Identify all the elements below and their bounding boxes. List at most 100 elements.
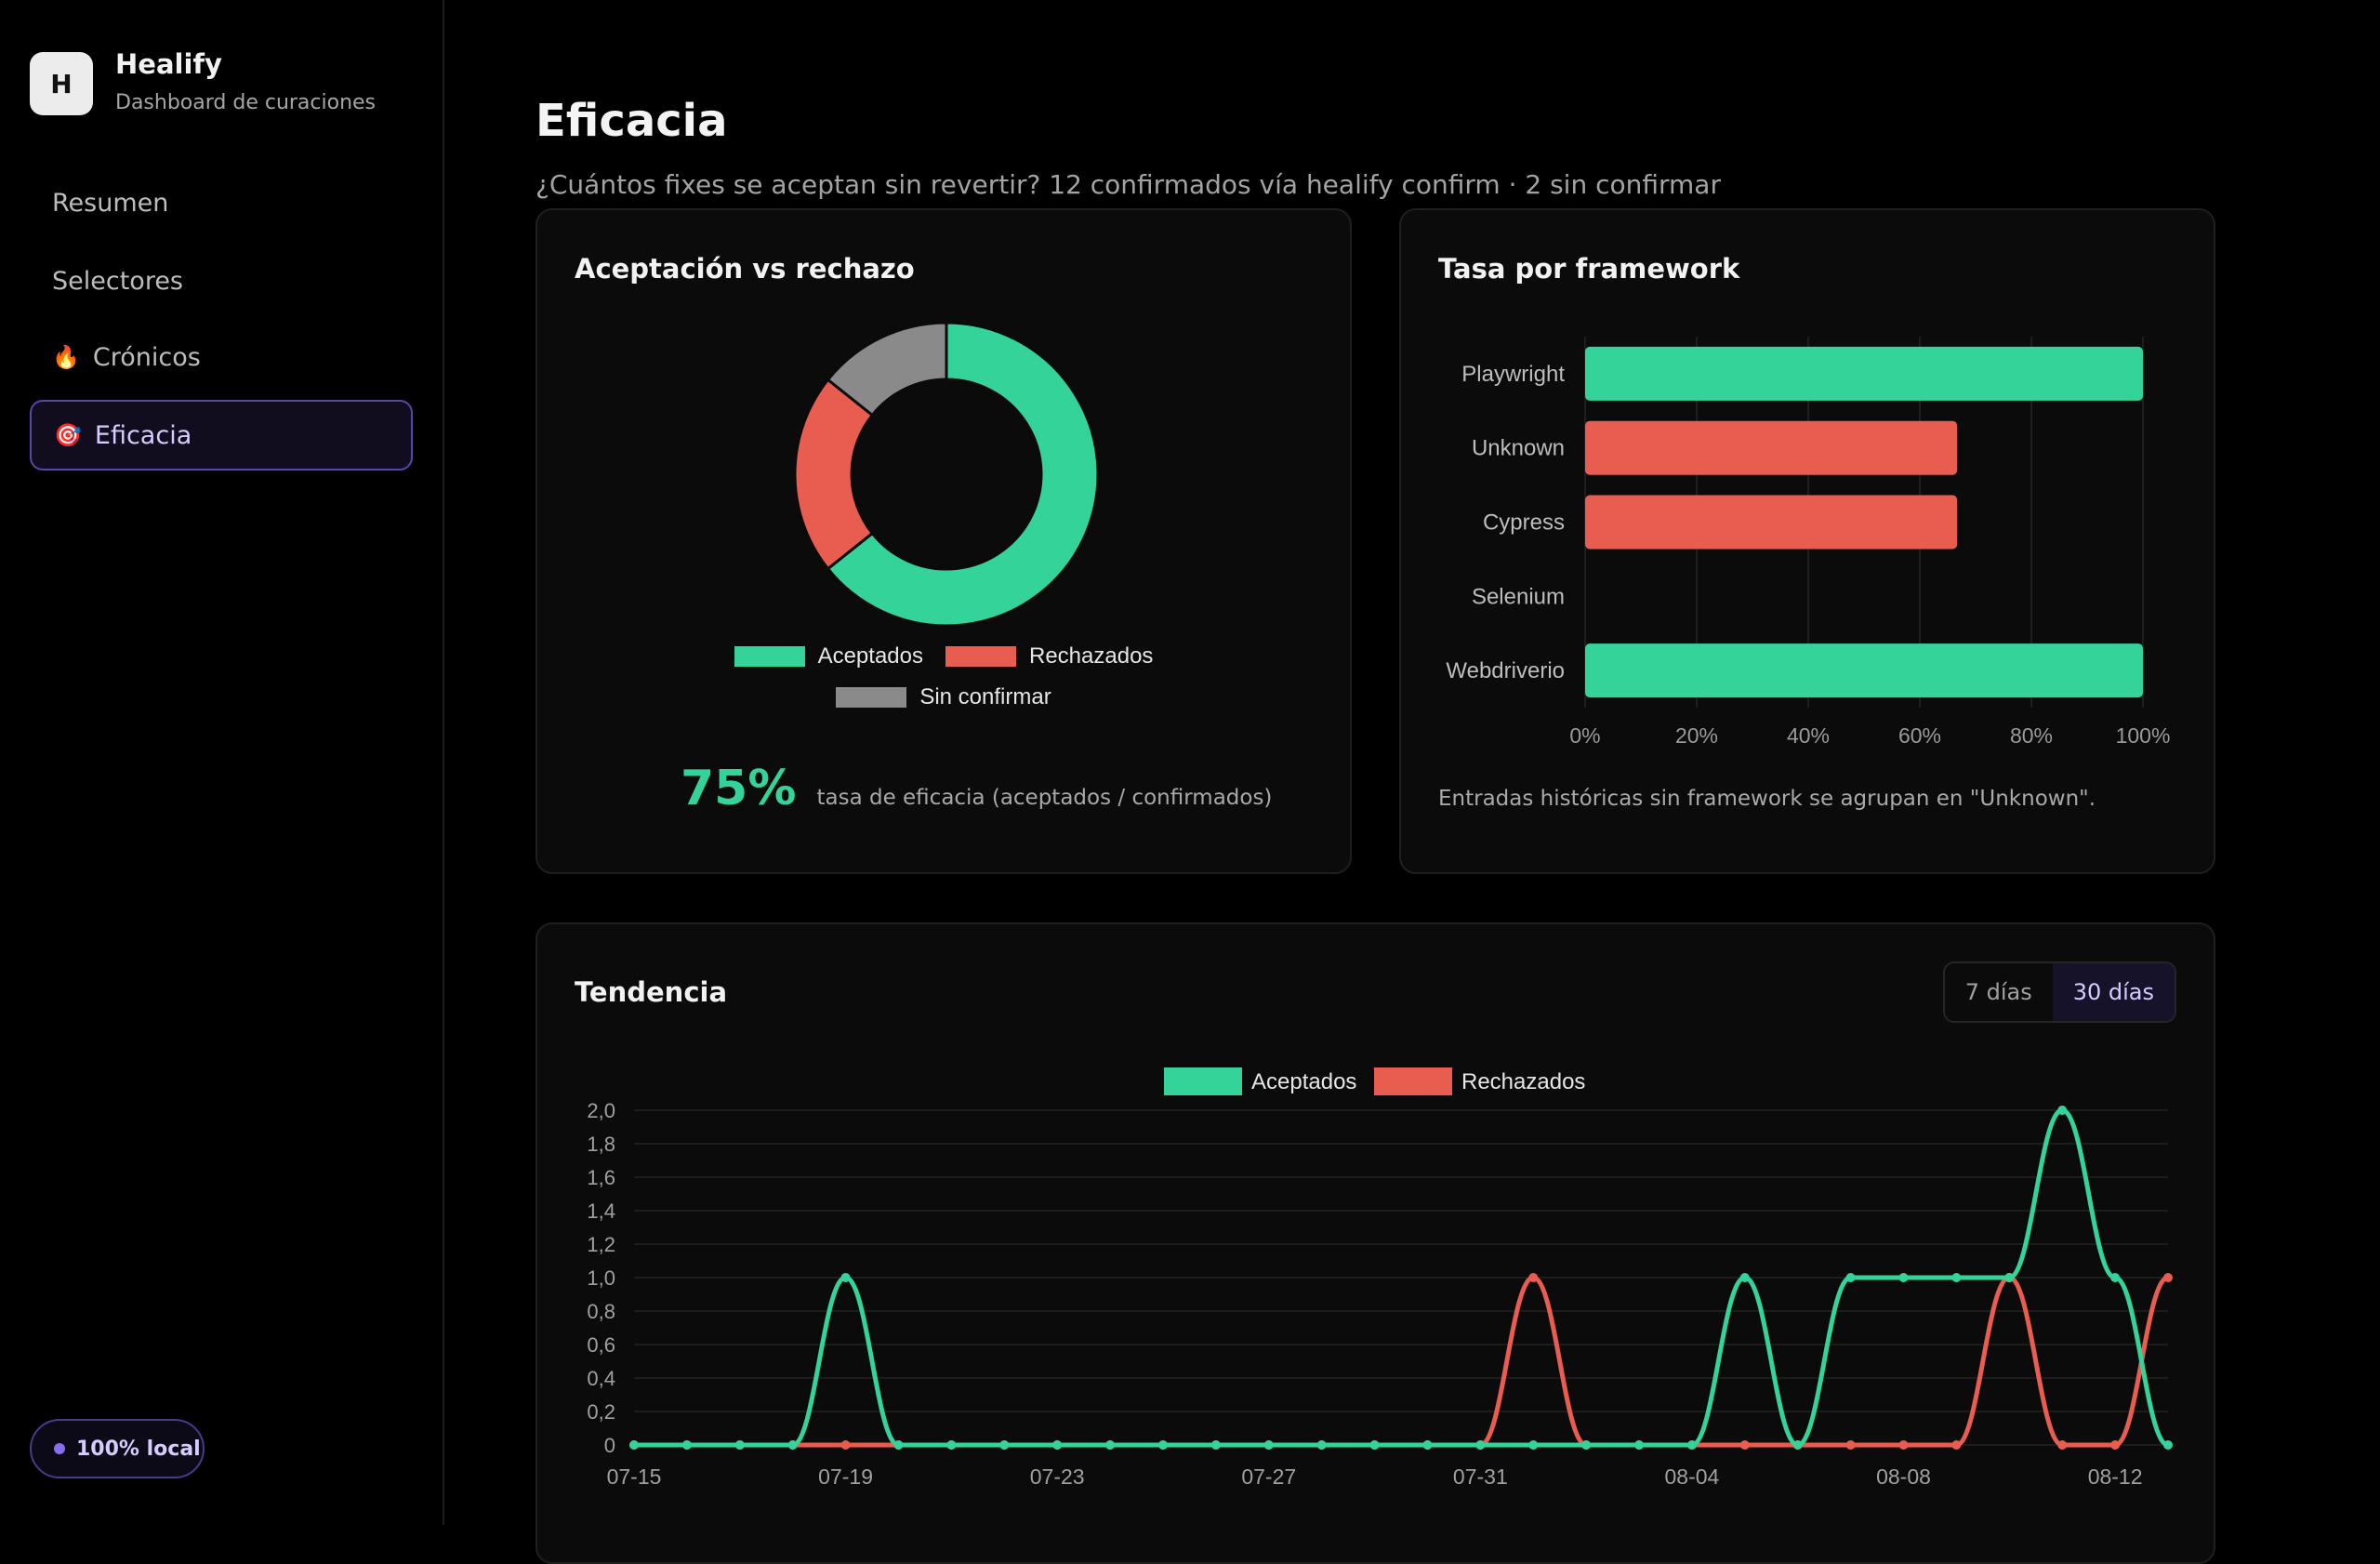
card-title: Tendencia [575, 976, 728, 1008]
page-subtitle: ¿Cuántos fixes se aceptan sin revertir? … [536, 169, 1721, 200]
data-point [734, 1440, 745, 1450]
acceptance-card: Aceptación vs rechazo Aceptados Rechazad… [536, 208, 1352, 874]
data-point [1951, 1273, 1962, 1282]
sidebar-item-label: Eficacia [94, 420, 192, 450]
data-point [2110, 1440, 2121, 1450]
y-tick-label: 0,8 [587, 1300, 615, 1323]
app-name: Healify [115, 48, 222, 80]
sidebar-item-label: Selectores [52, 266, 183, 296]
data-point [999, 1440, 1010, 1450]
x-tick-label: 08-08 [1876, 1465, 1931, 1489]
data-point [1105, 1440, 1116, 1450]
legend-swatch [1374, 1067, 1452, 1095]
sidebar-item-cronicos[interactable]: 🔥 Crónicos [30, 322, 413, 392]
donut-slice-aceptados [826, 321, 1100, 628]
sidebar-item-resumen[interactable]: Resumen [30, 167, 413, 238]
data-point [2004, 1273, 2015, 1282]
x-tick-label: 60% [1898, 723, 1941, 748]
data-point [1845, 1273, 1856, 1282]
framework-note: Entradas históricas sin framework se agr… [1438, 787, 2096, 811]
y-tick-label: 1,0 [587, 1266, 615, 1290]
data-point [1157, 1440, 1168, 1450]
sidebar-item-selectores[interactable]: Selectores [30, 245, 413, 316]
legend-label: Sin confirmar [919, 684, 1051, 709]
framework-card: Tasa por framework 0% 20% 40% 60% 80% 100% Pla… [1399, 208, 2215, 874]
data-point [1581, 1440, 1592, 1450]
x-tick-label: 07-15 [607, 1465, 662, 1489]
data-point [1792, 1440, 1803, 1450]
efficacy-rate-value: 75% [681, 761, 797, 816]
data-point [2163, 1440, 2173, 1450]
fire-icon: 🔥 [52, 344, 80, 370]
donut-slice-rechazados [793, 378, 875, 571]
data-point [1951, 1440, 1962, 1450]
data-point [1898, 1440, 1909, 1450]
y-category-label: Webdriverio [1446, 658, 1565, 683]
x-tick-label: 07-19 [818, 1465, 873, 1489]
data-point [629, 1440, 639, 1450]
data-point [1369, 1440, 1380, 1450]
local-mode-badge: 100% local [30, 1419, 205, 1478]
x-tick-label: 08-04 [1665, 1465, 1720, 1489]
x-tick-label: 08-12 [2088, 1465, 2143, 1489]
data-point [1528, 1273, 1539, 1282]
app-logo[interactable]: H [30, 52, 93, 115]
y-tick-label: 1,4 [587, 1200, 615, 1223]
donut-slice-sin-confirmar [826, 321, 948, 418]
card-title: Tasa por framework [1438, 253, 1740, 285]
target-icon: 🎯 [54, 422, 82, 448]
y-category-label: Selenium [1472, 584, 1565, 609]
x-tick-label: 80% [2010, 723, 2053, 748]
bar-playwright [1585, 346, 2143, 401]
legend-label: Rechazados [1029, 643, 1154, 669]
y-tick-label: 0 [604, 1434, 615, 1457]
y-category-label: Playwright [1461, 362, 1565, 387]
trend-line-chart: Aceptados Rechazados 0 0,2 0,4 0,6 0,8 1,0 1,2 1,… [587, 1067, 2173, 1489]
legend-item-rejected[interactable]: Rechazados [945, 643, 1153, 669]
donut-legend: Aceptados Rechazados [537, 643, 1350, 669]
data-point [1052, 1440, 1063, 1450]
sidebar-item-label: Resumen [52, 188, 169, 218]
legend-label: Aceptados [1251, 1069, 1356, 1094]
x-tick-label: 07-27 [1241, 1465, 1296, 1489]
data-point [1316, 1440, 1327, 1450]
data-point [1210, 1440, 1221, 1450]
data-point [840, 1440, 851, 1450]
legend-swatch [1164, 1067, 1242, 1095]
bar-webdriverio [1585, 643, 2143, 698]
data-point [1739, 1440, 1750, 1450]
legend-label: Aceptados [817, 643, 923, 669]
legend-item-accepted[interactable]: Aceptados [734, 643, 923, 669]
efficacy-rate-label: tasa de eficacia (aceptados / confirmado… [816, 786, 1273, 810]
series-line-rechazados [634, 1275, 2170, 1448]
y-category-label: Unknown [1472, 436, 1565, 461]
y-tick-label: 2,0 [587, 1099, 615, 1122]
data-point [2057, 1440, 2068, 1450]
data-point [893, 1440, 904, 1450]
bar-cypress [1585, 495, 1958, 550]
range-30-days-button[interactable]: 30 días [2052, 963, 2175, 1021]
x-tick-label: 100% [2116, 723, 2171, 748]
data-point [681, 1440, 692, 1450]
y-tick-label: 1,8 [587, 1133, 615, 1156]
x-tick-label: 0% [1569, 723, 1600, 748]
legend-item-unconfirmed[interactable]: Sin confirmar [836, 684, 1051, 710]
x-tick-label: 07-23 [1030, 1465, 1085, 1489]
data-point [1898, 1273, 1909, 1282]
range-7-days-button[interactable]: 7 días [1964, 979, 2032, 1005]
range-toggle: 7 días 30 días [1942, 961, 2176, 1023]
bar-unknown [1585, 420, 1958, 475]
app-subtitle: Dashboard de curaciones [115, 91, 377, 114]
card-title: Aceptación vs rechazo [575, 253, 915, 285]
sidebar-item-eficacia[interactable]: 🎯 Eficacia [30, 400, 413, 471]
y-tick-label: 0,2 [587, 1400, 615, 1424]
data-point [1263, 1440, 1274, 1450]
page-title: Eficacia [536, 95, 728, 147]
data-point [1686, 1440, 1697, 1450]
data-point [787, 1440, 798, 1450]
data-point [2163, 1273, 2173, 1282]
legend-swatch [945, 646, 1016, 667]
sidebar: H Healify Dashboard de curaciones Resume… [0, 0, 444, 1525]
local-mode-label: 100% local [76, 1437, 201, 1461]
status-dot-icon [54, 1443, 65, 1454]
